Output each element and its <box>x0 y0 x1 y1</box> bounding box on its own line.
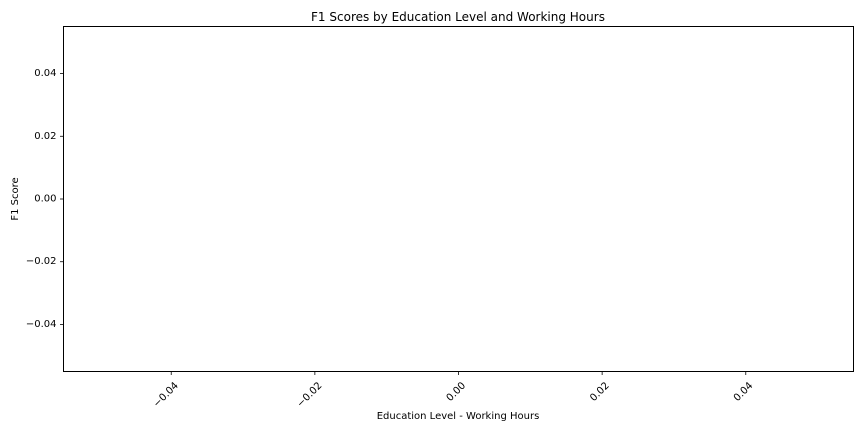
y-tick-label: 0.02 <box>34 131 56 142</box>
y-tick-label: −0.04 <box>26 319 57 330</box>
x-axis-label: Education Level - Working Hours <box>377 411 540 422</box>
y-tick-label: −0.02 <box>26 256 57 267</box>
y-tick-label: 0.04 <box>34 68 56 79</box>
plot-frame <box>63 26 854 372</box>
chart-title: F1 Scores by Education Level and Working… <box>311 10 605 24</box>
plot-area <box>63 26 854 372</box>
y-tick-label: 0.00 <box>34 194 56 205</box>
y-axis-label: F1 Score <box>10 177 21 220</box>
y-axis-ticks: 0.04 0.02 0.00 −0.02 −0.04 <box>26 68 64 330</box>
